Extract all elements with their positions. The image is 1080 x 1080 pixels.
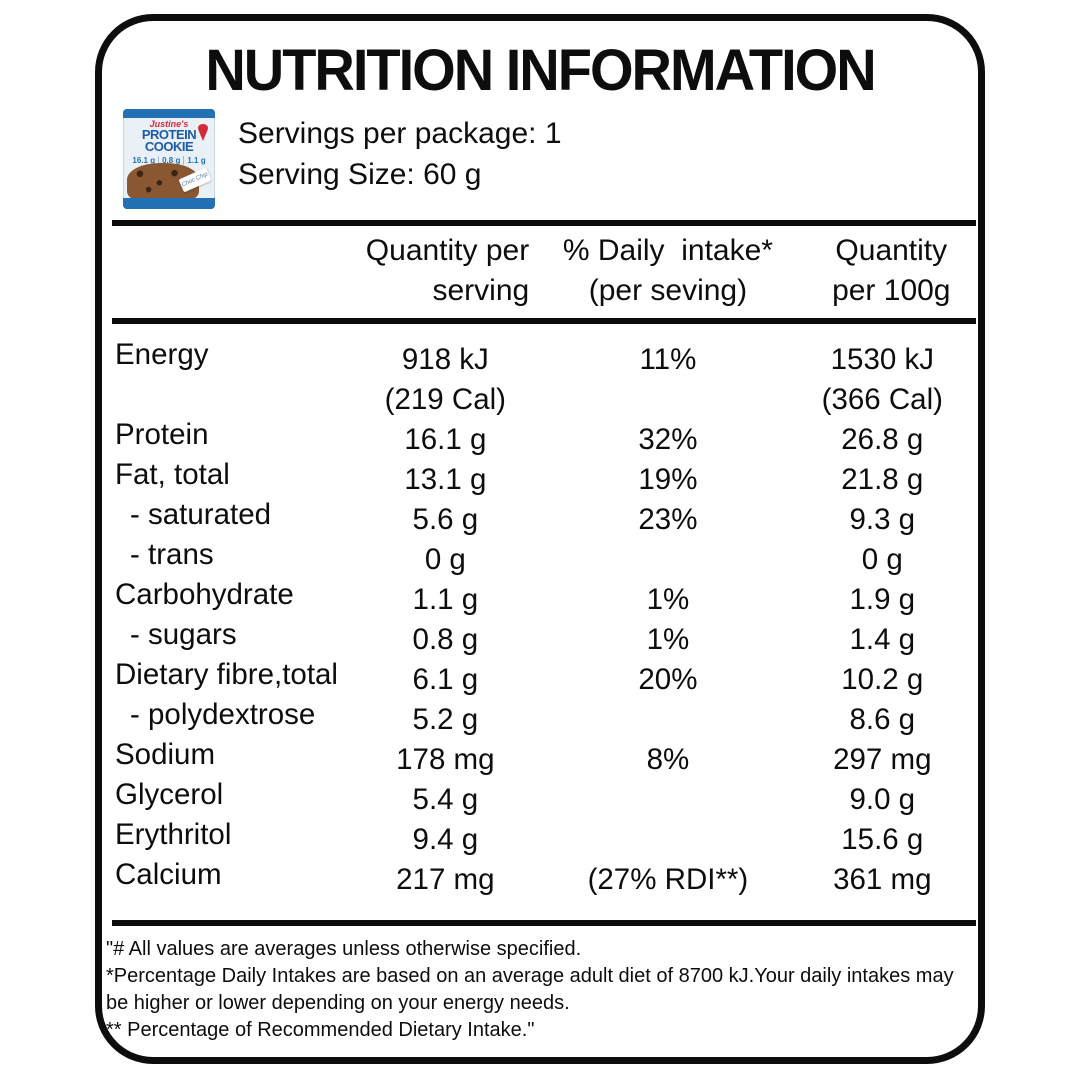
badge-sugar: 0.8 g bbox=[158, 156, 183, 165]
divider-bottom bbox=[112, 920, 976, 926]
quantity-per-100g-value: 15.6 g bbox=[841, 823, 924, 856]
nutrient-label: - saturated bbox=[130, 498, 272, 531]
quantity-per-100g-value: 1530 kJ (366 Cal) bbox=[821, 343, 943, 416]
badge-carbs: 1.1 g bbox=[183, 156, 208, 165]
quantity-per-100g-value: 297 mg bbox=[833, 743, 932, 776]
brand-logo: Justine's bbox=[149, 119, 189, 129]
nutrient-label: Dietary fibre,total bbox=[115, 658, 338, 691]
footnote-line: "# All values are averages unless otherw… bbox=[106, 938, 582, 960]
daily-intake-value: 19% bbox=[638, 463, 698, 496]
macro-badges: 16.1 g 0.8 g 1.1 g bbox=[123, 156, 215, 165]
quantity-per-100g-value: 21.8 g bbox=[841, 463, 924, 496]
column-header-quantity-per-serving: Quantity per serving bbox=[365, 234, 530, 307]
quantity-per-serving-value: 16.1 g bbox=[404, 423, 487, 456]
daily-intake-value: 11% bbox=[639, 343, 697, 376]
nutrient-label: Calcium bbox=[115, 858, 222, 891]
package-bottom-band bbox=[123, 198, 215, 209]
quantity-per-serving-value: 0.8 g bbox=[412, 623, 479, 656]
quantity-per-100g-value: 0 g bbox=[861, 543, 903, 576]
quantity-per-100g-value: 10.2 g bbox=[841, 663, 924, 696]
nutrition-table-body: Energy 918 kJ (219 Cal) 11% 1530 kJ (366 Ca… bbox=[113, 335, 974, 896]
quantity-per-serving-value: 9.4 g bbox=[412, 823, 479, 856]
quantity-per-serving-value: 0 g bbox=[424, 543, 466, 576]
quantity-per-100g-value: 1.9 g bbox=[849, 583, 916, 616]
daily-intake-value: 20% bbox=[638, 663, 698, 696]
product-name-line1: PROTEIN bbox=[141, 127, 197, 142]
nutrient-label: - sugars bbox=[130, 618, 237, 651]
column-header-daily-intake: % Daily intake* (per seving) bbox=[562, 234, 773, 307]
product-name-line2: COOKIE bbox=[144, 139, 194, 154]
daily-intake-value: 1% bbox=[646, 623, 690, 656]
ice-cream-cone-icon bbox=[198, 124, 208, 141]
quantity-per-serving-value: 217 mg bbox=[396, 863, 495, 896]
column-header-quantity-per-100g: Quantity per 100g bbox=[832, 234, 951, 307]
serving-info: Servings per package: 1 Serving Size: 60… bbox=[238, 113, 562, 195]
quantity-per-serving-value: 5.4 g bbox=[412, 783, 479, 816]
page-title: NUTRITION INFORMATION bbox=[205, 36, 876, 103]
nutrient-label: Energy bbox=[115, 338, 209, 371]
product-package-image: Justine's PROTEIN COOKIE 16.1 g 0.8 g 1.1… bbox=[123, 109, 215, 209]
nutrient-label: Fat, total bbox=[115, 458, 230, 491]
nutrient-label: - polydextrose bbox=[130, 698, 316, 731]
daily-intake-value: 23% bbox=[638, 503, 698, 536]
daily-intake-value: (27% RDI**) bbox=[587, 863, 749, 896]
quantity-per-serving-value: 5.6 g bbox=[412, 503, 479, 536]
quantity-per-serving-value: 178 mg bbox=[396, 743, 495, 776]
nutrient-label: - trans bbox=[130, 538, 214, 571]
footnote-line: ** Percentage of Recommended Dietary Int… bbox=[106, 1019, 535, 1041]
label-border-box: NUTRITION INFORMATION Justine's PROTEIN C… bbox=[95, 14, 985, 1064]
nutrient-label: Carbohydrate bbox=[115, 578, 294, 611]
quantity-per-serving-value: 6.1 g bbox=[412, 663, 479, 696]
quantity-per-100g-value: 26.8 g bbox=[841, 423, 924, 456]
quantity-per-100g-value: 1.4 g bbox=[849, 623, 916, 656]
servings-per-package: Servings per package: 1 bbox=[238, 117, 562, 150]
nutrient-label: Glycerol bbox=[115, 778, 224, 811]
package-top-band bbox=[123, 109, 215, 118]
footnote-line: be higher or lower depending on your ene… bbox=[106, 992, 570, 1014]
divider-top bbox=[112, 220, 976, 226]
nutrient-label: Protein bbox=[115, 418, 209, 451]
quantity-per-100g-value: 8.6 g bbox=[849, 703, 916, 736]
daily-intake-value: 32% bbox=[638, 423, 698, 456]
badge-protein: 16.1 g bbox=[132, 156, 156, 165]
daily-intake-value: 1% bbox=[646, 583, 690, 616]
footnote-line: *Percentage Daily Intakes are based on a… bbox=[106, 965, 954, 987]
quantity-per-serving-value: 918 kJ (219 Cal) bbox=[384, 343, 506, 416]
footnotes: "# All values are averages unless otherw… bbox=[106, 936, 978, 1044]
nutrient-label: Sodium bbox=[115, 738, 216, 771]
quantity-per-serving-value: 5.2 g bbox=[412, 703, 479, 736]
daily-intake-value: 8% bbox=[646, 743, 690, 776]
quantity-per-serving-value: 1.1 g bbox=[412, 583, 479, 616]
table-header-row: Quantity per serving % Daily intake* (pe… bbox=[113, 231, 974, 311]
nutrient-label: Erythritol bbox=[115, 818, 232, 851]
quantity-per-serving-value: 13.1 g bbox=[404, 463, 487, 496]
quantity-per-100g-value: 9.3 g bbox=[849, 503, 916, 536]
quantity-per-100g-value: 9.0 g bbox=[849, 783, 916, 816]
quantity-per-100g-value: 361 mg bbox=[833, 863, 932, 896]
product-name: PROTEIN COOKIE bbox=[123, 127, 215, 154]
serving-size: Serving Size: 60 g bbox=[238, 158, 482, 191]
divider-header bbox=[112, 318, 976, 324]
cookie-photo bbox=[127, 163, 199, 199]
